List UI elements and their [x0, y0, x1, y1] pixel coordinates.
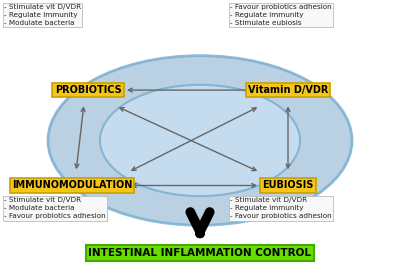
Text: INTESTINAL INFLAMMATION CONTROL: INTESTINAL INFLAMMATION CONTROL: [88, 248, 312, 258]
Text: PROBIOTICS: PROBIOTICS: [55, 85, 121, 95]
Text: - Stimulate vit D/VDR
- Regulate immunity
- Modulate bacteria: - Stimulate vit D/VDR - Regulate immunit…: [4, 4, 81, 26]
Text: Vitamin D/VDR: Vitamin D/VDR: [248, 85, 328, 95]
Ellipse shape: [100, 85, 300, 196]
Ellipse shape: [48, 56, 352, 225]
Text: - Stimulate vit D/VDR
- Modulate bacteria
- Favour probiotics adhesion: - Stimulate vit D/VDR - Modulate bacteri…: [4, 197, 106, 219]
Text: - Stimulate vit D/VDR
- Regulate immunity
- Favour probiotics adhesion: - Stimulate vit D/VDR - Regulate immunit…: [230, 197, 332, 219]
Text: - Favour probiotics adhesion
- Regulate immunity
- Stimulate eubiosis: - Favour probiotics adhesion - Regulate …: [230, 4, 332, 26]
Text: EUBIOSIS: EUBIOSIS: [262, 180, 314, 191]
Text: IMMUNOMODULATION: IMMUNOMODULATION: [12, 180, 132, 191]
